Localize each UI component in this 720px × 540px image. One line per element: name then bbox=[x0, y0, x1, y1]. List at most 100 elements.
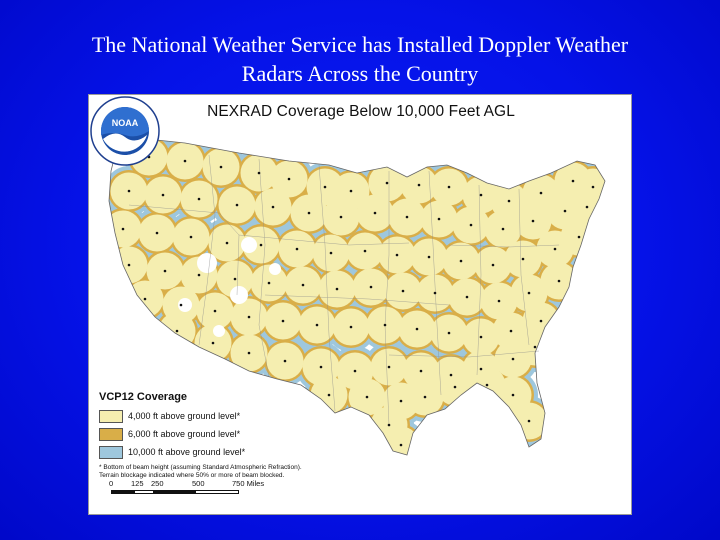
radar-sites bbox=[121, 155, 595, 447]
terrain-blockage-gap bbox=[269, 263, 281, 275]
radar-site-marker bbox=[287, 177, 291, 181]
radar-site-marker bbox=[339, 215, 343, 219]
radar-site-marker bbox=[533, 345, 537, 349]
radar-site-marker bbox=[459, 259, 463, 263]
radar-site-marker bbox=[175, 329, 179, 333]
radar-site-marker bbox=[353, 369, 357, 373]
radar-site-marker bbox=[511, 357, 515, 361]
terrain-blockage-gap bbox=[213, 325, 225, 337]
radar-site-marker bbox=[197, 197, 201, 201]
terrain-blockage-gap bbox=[197, 253, 217, 273]
radar-site-marker bbox=[539, 319, 543, 323]
radar-site-marker bbox=[335, 287, 339, 291]
terrain-blockage-gap bbox=[178, 298, 192, 312]
radar-site-marker bbox=[591, 185, 595, 189]
radar-site-marker bbox=[323, 185, 327, 189]
radar-site-marker bbox=[295, 247, 299, 251]
radar-site-marker bbox=[281, 319, 285, 323]
radar-site-marker bbox=[155, 231, 159, 235]
radar-site-marker bbox=[387, 365, 391, 369]
radar-site-marker bbox=[423, 395, 427, 399]
legend: VCP12 Coverage 4,000 ft above ground lev… bbox=[99, 391, 329, 480]
scale-segment-4 bbox=[195, 490, 239, 494]
radar-site-marker bbox=[225, 241, 229, 245]
radar-site-marker bbox=[127, 189, 131, 193]
radar-site-marker bbox=[527, 291, 531, 295]
radar-site-marker bbox=[585, 205, 589, 209]
radar-site-marker bbox=[511, 393, 515, 397]
radar-site-marker bbox=[553, 247, 557, 251]
radar-site-marker bbox=[329, 251, 333, 255]
radar-site-marker bbox=[183, 159, 187, 163]
state-boundary-outline bbox=[108, 138, 606, 456]
radar-site-marker bbox=[447, 331, 451, 335]
radar-site-marker bbox=[399, 399, 403, 403]
coverage-map-graphic bbox=[108, 138, 606, 456]
legend-note-line-2: Terrain blockage indicated where 50% or … bbox=[99, 472, 285, 479]
noaa-logo: NOAA bbox=[90, 96, 160, 166]
radar-site-marker bbox=[257, 171, 261, 175]
radar-site-marker bbox=[259, 243, 263, 247]
radar-site-marker bbox=[197, 273, 201, 277]
legend-label-6000: 6,000 ft above ground level* bbox=[128, 429, 241, 439]
coverage-rings bbox=[109, 139, 605, 455]
radar-site-marker bbox=[417, 183, 421, 187]
scale-label-500: 500 bbox=[192, 479, 205, 488]
radar-site-marker bbox=[531, 219, 535, 223]
radar-site-marker bbox=[127, 263, 131, 267]
coverage-map: NEXRAD Coverage Below 10,000 Feet AGL VC… bbox=[88, 94, 632, 515]
radar-site-marker bbox=[235, 203, 239, 207]
radar-site-marker bbox=[385, 181, 389, 185]
slide-title-line-2: Radars Across the Country bbox=[241, 61, 479, 86]
radar-site-marker bbox=[539, 191, 543, 195]
radar-site-marker bbox=[557, 279, 561, 283]
radar-site-marker bbox=[485, 383, 489, 387]
slide-title-line-1: The National Weather Service has Install… bbox=[91, 32, 629, 57]
radar-site-marker bbox=[349, 325, 353, 329]
legend-label-4000: 4,000 ft above ground level* bbox=[128, 411, 241, 421]
radar-site-marker bbox=[267, 281, 271, 285]
radar-site-marker bbox=[415, 327, 419, 331]
scale-bar: 0 125 250 500 750 Miles bbox=[101, 479, 271, 503]
radar-site-marker bbox=[563, 209, 567, 213]
radar-site-marker bbox=[383, 323, 387, 327]
slide-title: The National Weather Service has Install… bbox=[0, 30, 720, 88]
radar-site-marker bbox=[447, 185, 451, 189]
radar-site-marker bbox=[479, 193, 483, 197]
legend-item-4000: 4,000 ft above ground level* bbox=[99, 407, 329, 425]
radar-site-marker bbox=[479, 367, 483, 371]
radar-site-marker bbox=[571, 179, 575, 183]
radar-site-marker bbox=[395, 253, 399, 257]
scale-segment-2 bbox=[134, 490, 154, 494]
radar-site-marker bbox=[121, 227, 125, 231]
legend-label-10000: 10,000 ft above ground level* bbox=[128, 447, 246, 457]
radar-site-marker bbox=[233, 277, 237, 281]
radar-site-marker bbox=[179, 303, 183, 307]
legend-note: * Bottom of beam height (assuming Standa… bbox=[99, 464, 329, 480]
radar-site-marker bbox=[211, 341, 215, 345]
legend-swatch-6000 bbox=[99, 427, 123, 441]
radar-site-marker bbox=[465, 295, 469, 299]
radar-site-marker bbox=[449, 373, 453, 377]
scale-label-0: 0 bbox=[109, 479, 114, 488]
legend-swatch-10000 bbox=[99, 445, 123, 459]
radar-site-marker bbox=[401, 289, 405, 293]
legend-swatch-4000 bbox=[99, 409, 123, 423]
legend-item-10000: 10,000 ft above ground level* bbox=[99, 443, 329, 461]
radar-site-marker bbox=[427, 255, 431, 259]
scale-label-250: 250 bbox=[151, 479, 164, 488]
radar-site-marker bbox=[527, 419, 531, 423]
radar-site-marker bbox=[363, 249, 367, 253]
radar-site-marker bbox=[247, 351, 251, 355]
radar-site-marker bbox=[577, 235, 581, 239]
radar-site-marker bbox=[247, 315, 251, 319]
radar-site-marker bbox=[349, 189, 353, 193]
radar-site-marker bbox=[419, 369, 423, 373]
legend-title: VCP12 Coverage bbox=[99, 391, 188, 403]
radar-site-marker bbox=[161, 193, 165, 197]
radar-site-marker bbox=[307, 211, 311, 215]
radar-site-marker bbox=[319, 365, 323, 369]
radar-site-marker bbox=[143, 297, 147, 301]
scale-label-125: 125 bbox=[131, 479, 144, 488]
radar-site-marker bbox=[433, 291, 437, 295]
